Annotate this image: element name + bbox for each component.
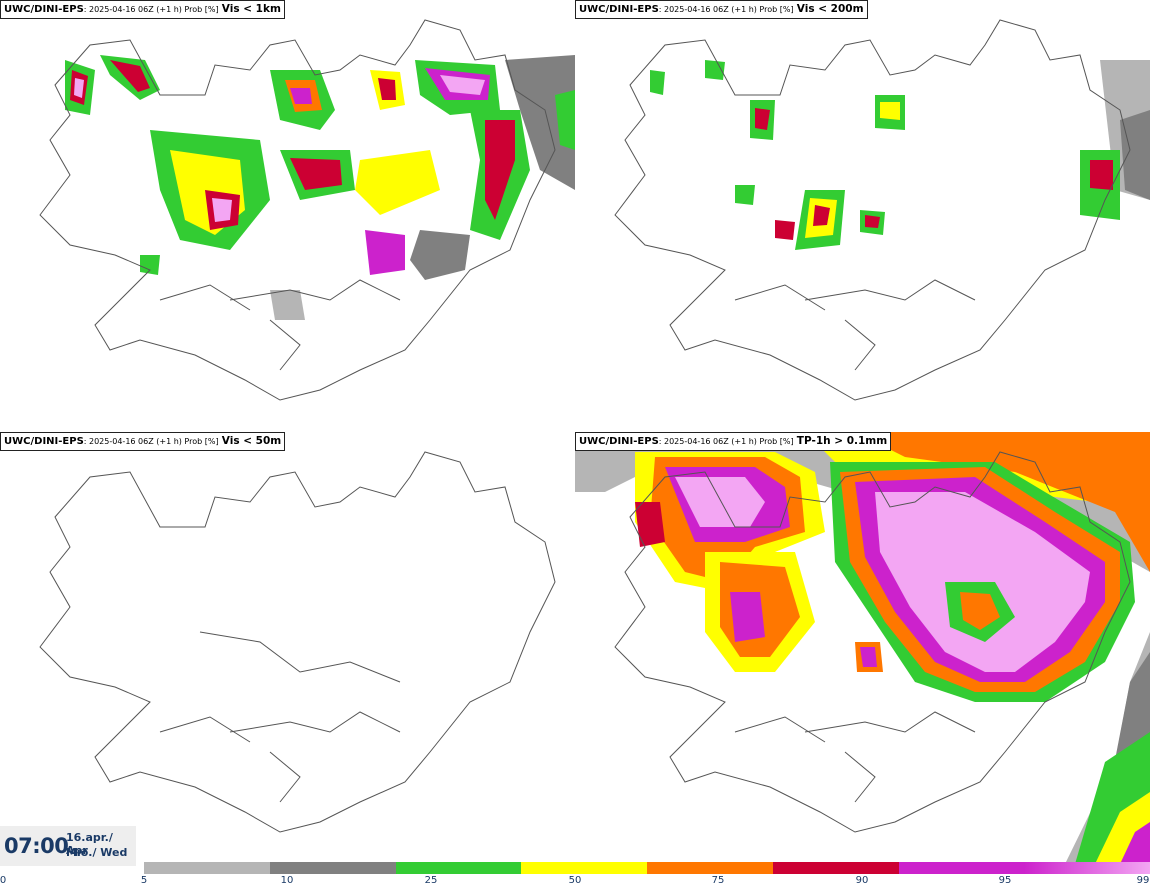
colorbar-tick-label: 10 [280,875,294,886]
vis-200m-map [614,19,1150,401]
colorbar-tick-label: 90 [855,875,869,886]
valid-time-box: 07:00 16.apr./ Apr Mið./ Wed [0,826,136,866]
panel-title: UWC/DINI-EPS: 2025-04-16 06Z (+1 h) Prob… [575,0,868,19]
valid-date: 16.apr./ Apr [66,831,113,857]
colorbar-tick-label: 0 [0,875,7,886]
panel-title: UWC/DINI-EPS: 2025-04-16 06Z (+1 h) Prob… [0,432,286,451]
colorbar-tick-label: 25 [424,875,438,886]
colorbar-tick-label: 50 [568,875,582,886]
map-panel-vis-50m: UWC/DINI-EPS: 2025-04-16 06Z (+1 h) Prob… [0,432,575,864]
colorbar-segment [1024,862,1150,874]
panel-title: UWC/DINI-EPS: 2025-04-16 06Z (+1 h) Prob… [575,432,892,451]
colorbar-tick-label: 95 [998,875,1012,886]
prob-field [650,60,1150,250]
iceland-outline [39,19,556,401]
map-panel-vis-200m: UWC/DINI-EPS: 2025-04-16 06Z (+1 h) Prob… [575,0,1150,432]
vis-1km-map [39,19,575,401]
iceland-outline [614,19,1131,401]
panel-title: UWC/DINI-EPS: 2025-04-16 06Z (+1 h) Prob… [0,0,285,19]
prob-field [575,432,1150,864]
colorbar-tick-label: 75 [711,875,725,886]
iceland-outline [614,451,1131,833]
colorbar-segment [898,862,1025,874]
valid-time: 07:00 [4,834,69,858]
valid-weekday: Mið./ Wed [66,846,128,859]
map-panel-tp-1h: UWC/DINI-EPS: 2025-04-16 06Z (+1 h) Prob… [575,432,1150,864]
colorbar-segment [395,862,522,874]
vis-50m-map [39,451,556,833]
colorbar-tick-label: 5 [140,875,148,886]
colorbar-tick-label: 99 [1136,875,1150,886]
colorbar-segment [144,862,270,874]
colorbar-segment [772,862,899,874]
probability-colorbar [144,862,1150,874]
colorbar-segment [269,862,396,874]
colorbar-segment [521,862,647,874]
prob-field [65,55,575,320]
map-panel-vis-1km: UWC/DINI-EPS: 2025-04-16 06Z (+1 h) Prob… [0,0,575,432]
tp-1h-map [575,432,1150,864]
iceland-outline [39,451,556,833]
colorbar-segment [647,862,773,874]
